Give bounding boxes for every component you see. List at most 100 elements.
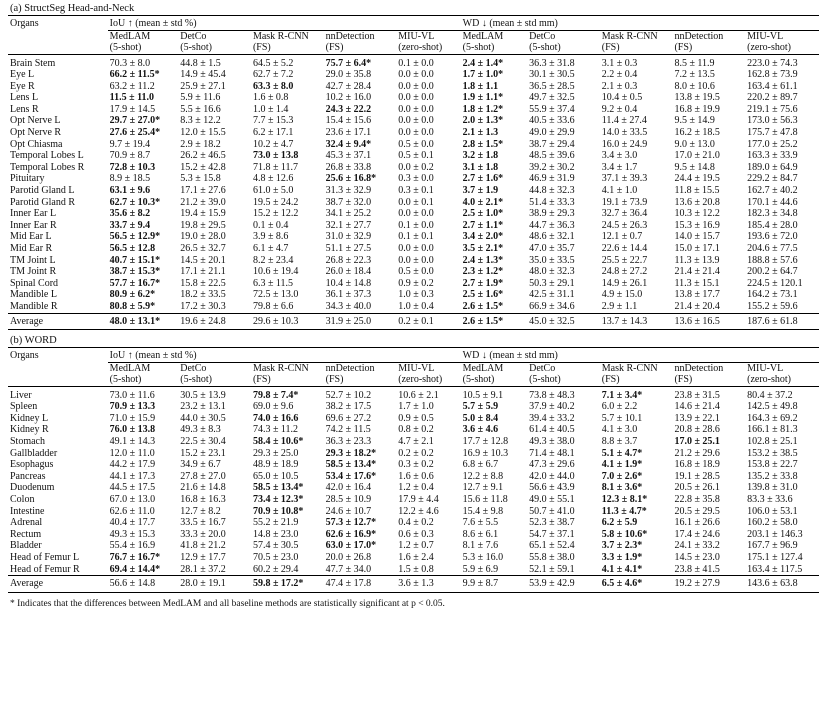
organ-cell: Pancreas — [10, 470, 46, 482]
wd-cell: 2.2 ± 0.4 — [601, 69, 638, 81]
iou-cell: 14.9 ± 45.4 — [180, 69, 226, 81]
header-row-methods: MedLAM DetCo Mask R-CNN nnDetection MIU-VL Me… — [8, 362, 819, 374]
iou-cell: 63.1 ± 9.6 — [109, 185, 151, 197]
wd-cell: 4.9 ± 15.0 — [601, 289, 643, 301]
wd-cell: 23.8 ± 41.5 — [672, 563, 746, 577]
wd-cell: 162.7 ± 40.2 — [747, 185, 798, 197]
wd-cell: 142.5 ± 49.8 — [747, 401, 798, 413]
iou-cell: 14.8 ± 23.0 — [252, 528, 299, 540]
table-a-section: (a) StructSeg Head-and-Neck Organs IoU ↑ … — [8, 2, 819, 331]
iou-cell: 70.9 ± 8.7 — [109, 150, 151, 162]
iou-cell: 29.3 ± 25.0 — [252, 447, 299, 459]
wd-cell: 2.1 ± 0.3 — [601, 80, 638, 92]
table-row: Liver 73.0 ± 11.6 30.5 ± 13.9 79.8 ± 7.4* 52… — [8, 386, 819, 401]
footnote: * Indicates that the differences between… — [10, 598, 445, 609]
organ-cell: Temporal Lobes L — [10, 150, 84, 162]
table-row: Kidney R 76.0 ± 13.8 49.3 ± 8.3 74.3 ± 11.2… — [8, 424, 819, 436]
wd-cell: 49.7 ± 32.5 — [529, 92, 575, 104]
average-iou-cell: 3.6 ± 1.3 — [396, 575, 461, 593]
method-name-header: Mask R-CNN — [252, 362, 309, 374]
table-row: Mandible L 80.9 ± 6.2* 18.2 ± 33.5 72.5 ± 1… — [8, 289, 819, 301]
wd-cell: 11.3 ± 15.1 — [674, 277, 720, 289]
iou-cell: 14.5 ± 20.1 — [180, 254, 226, 266]
wd-cell: 223.0 ± 74.3 — [747, 57, 798, 69]
iou-cell: 32.4 ± 9.4* — [325, 138, 372, 150]
iou-cell: 33.5 ± 16.7 — [180, 517, 226, 529]
wd-cell: 102.8 ± 25.1 — [747, 436, 798, 448]
wd-cell: 164.3 ± 69.2 — [747, 412, 798, 424]
method-name-header: MIU-VL — [398, 362, 435, 374]
method-sub-header: (5-shot) — [527, 374, 600, 387]
wd-cell: 3.2 ± 1.8 — [462, 150, 499, 162]
average-iou-cell: 0.2 ± 0.1 — [396, 313, 461, 331]
iou-group-header: IoU ↑ (mean ± std %) — [107, 348, 461, 363]
table-row: Rectum 49.3 ± 15.3 33.3 ± 20.0 14.8 ± 23.0 6… — [8, 529, 819, 541]
wd-cell: 49.3 ± 38.0 — [529, 436, 575, 448]
wd-cell: 12.3 ± 8.1* — [601, 494, 648, 505]
iou-cell: 26.0 ± 18.4 — [325, 266, 372, 278]
wd-cell: 48.5 ± 39.6 — [529, 150, 575, 162]
iou-cell: 24.3 ± 22.2 — [325, 103, 372, 115]
iou-cell: 5.5 ± 16.6 — [180, 103, 221, 115]
wd-cell: 2.7 ± 1.6* — [462, 173, 504, 185]
organ-cell: Liver — [10, 389, 32, 401]
table-row: Inner Ear R 33.7 ± 9.4 19.8 ± 29.5 0.1 ± 0.… — [8, 220, 819, 232]
wd-cell: 189.0 ± 64.9 — [747, 161, 798, 173]
method-sub-header: (zero-shot) — [745, 42, 819, 55]
iou-cell: 75.7 ± 6.4* — [325, 57, 372, 69]
wd-cell: 4.0 ± 2.1* — [462, 196, 504, 208]
average-iou-cell: 28.0 ± 19.1 — [178, 575, 251, 593]
table-row: Lens R 17.9 ± 14.5 5.5 ± 16.6 1.0 ± 1.4 24.3… — [8, 104, 819, 116]
wd-cell: 48.6 ± 32.1 — [529, 231, 575, 243]
iou-cell: 52.7 ± 10.2 — [325, 389, 372, 401]
header-blank — [8, 374, 108, 387]
method-name-header: MedLAM — [462, 30, 504, 42]
iou-cell: 4.7 ± 2.1 — [398, 436, 434, 448]
organ-cell: Rectum — [10, 528, 42, 540]
iou-cell: 29.3 ± 18.2* — [325, 447, 377, 459]
organ-cell: Kidney R — [10, 424, 49, 436]
iou-cell: 12.7 ± 8.2 — [180, 505, 221, 517]
wd-cell: 193.6 ± 72.0 — [747, 231, 798, 243]
header-row-groups: Organs IoU ↑ (mean ± std %) WD ↓ (mean ± s… — [8, 348, 819, 363]
wd-cell: 3.1 ± 0.3 — [601, 57, 638, 69]
iou-cell: 0.8 ± 0.2 — [398, 424, 434, 436]
wd-cell: 188.8 ± 57.6 — [747, 254, 798, 266]
wd-cell: 5.0 ± 8.4 — [462, 412, 499, 424]
wd-cell: 2.5 ± 1.0* — [462, 208, 504, 220]
iou-cell: 15.2 ± 12.2 — [252, 208, 299, 220]
average-wd-cell: 45.0 ± 32.5 — [527, 313, 600, 331]
average-iou-cell: 56.6 ± 14.8 — [107, 575, 179, 593]
wd-cell: 2.7 ± 1.1* — [462, 219, 504, 231]
iou-cell: 76.0 ± 13.8 — [109, 424, 156, 436]
iou-cell: 62.6 ± 16.9* — [325, 528, 377, 540]
wd-cell: 3.4 ± 3.0 — [601, 150, 638, 162]
wd-cell: 5.3 ± 16.0 — [462, 551, 504, 563]
method-name-header: nnDetection — [674, 362, 724, 374]
iou-cell: 36.3 ± 23.3 — [325, 436, 372, 448]
wd-cell: 66.9 ± 34.6 — [527, 300, 600, 314]
wd-cell: 42.0 ± 44.0 — [529, 470, 575, 482]
wd-cell: 6.2 ± 5.9 — [601, 517, 638, 529]
wd-cell: 166.1 ± 81.3 — [747, 424, 798, 436]
iou-cell: 15.8 ± 22.5 — [180, 277, 226, 289]
wd-cell: 47.3 ± 29.6 — [529, 459, 575, 471]
average-wd-cell: 143.6 ± 63.8 — [745, 575, 819, 593]
wd-cell: 21.4 ± 21.4 — [674, 266, 720, 278]
iou-cell: 42.0 ± 16.4 — [325, 482, 372, 494]
iou-cell: 22.5 ± 30.4 — [180, 436, 226, 448]
method-sub-header: (FS) — [672, 42, 746, 55]
wd-cell: 175.1 ± 127.4 — [747, 551, 803, 563]
table-row: Gallbladder 12.0 ± 11.0 15.2 ± 23.1 29.3 ± … — [8, 448, 819, 460]
wd-cell: 7.1 ± 3.4* — [601, 389, 643, 401]
organ-cell: Spinal Cord — [10, 277, 59, 289]
wd-cell: 37.1 ± 39.3 — [601, 173, 648, 185]
wd-cell: 5.1 ± 4.7* — [601, 447, 643, 459]
iou-cell: 19.5 ± 24.2 — [252, 196, 299, 208]
wd-cell: 12.2 ± 8.8 — [462, 470, 504, 482]
wd-cell: 24.8 ± 27.2 — [601, 266, 648, 278]
iou-cell: 0.1 ± 0.0 — [398, 57, 434, 69]
method-sub-header: (zero-shot) — [396, 42, 461, 55]
method-name-header: DetCo — [180, 362, 207, 374]
iou-cell: 72.8 ± 10.3 — [109, 161, 156, 173]
